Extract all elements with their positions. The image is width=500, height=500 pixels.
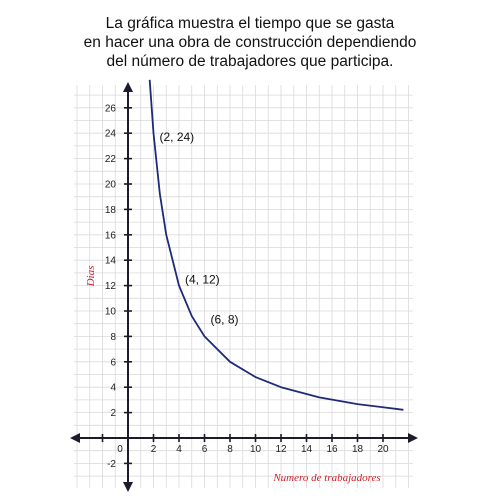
y-axis-arrow-up <box>123 82 133 92</box>
axes <box>70 82 418 492</box>
x-tick-label: 6 <box>202 444 208 455</box>
y-axis-label: Dias <box>85 266 97 288</box>
x-tick-label: 20 <box>377 444 389 455</box>
y-tick-label: 6 <box>110 357 116 368</box>
x-axis-label: Numero de trabajadores <box>272 472 380 484</box>
x-axis-arrow-left <box>70 433 80 443</box>
y-tick-label: -2 <box>107 459 116 470</box>
y-tick-label: 16 <box>105 230 117 241</box>
title-line-3: del número de trabajadores que participa… <box>106 53 394 70</box>
x-tick-label: 8 <box>227 444 233 455</box>
x-tick-label: 18 <box>352 444 364 455</box>
y-tick-label: 24 <box>105 129 117 140</box>
y-tick-label: 26 <box>105 103 117 114</box>
labels: (2, 24) (4, 12) (6, 8) Dias Numero de trabaj… <box>85 130 381 484</box>
y-tick-label: 10 <box>105 307 117 318</box>
y-tick-label: 4 <box>110 383 116 394</box>
x-tick-label: 12 <box>275 444 287 455</box>
point-annotation: (2, 24) <box>160 130 195 144</box>
x-tick-label: 14 <box>301 444 313 455</box>
y-tick-label: 18 <box>105 205 117 216</box>
y-tick-label: 12 <box>105 281 117 292</box>
x-tick-label: 0 <box>117 444 123 455</box>
x-tick-label: 4 <box>176 444 182 455</box>
point-annotation: (6, 8) <box>211 312 239 326</box>
y-tick-label: 22 <box>105 154 117 165</box>
point-annotation: (4, 12) <box>185 273 220 287</box>
y-tick-label: 2 <box>110 408 116 419</box>
x-tick-label: 16 <box>326 444 338 455</box>
ticks: 0 2 4 6 8 10 12 14 16 18 20-2246810121416182022242… <box>101 103 389 470</box>
y-tick-label: 20 <box>105 180 117 191</box>
x-tick-label: 2 <box>151 444 157 455</box>
curve-line <box>148 79 404 411</box>
grid <box>74 85 413 488</box>
x-tick-label: 10 <box>250 444 262 455</box>
title-line-1: La gráfica muestra el tiempo que se gast… <box>105 15 395 32</box>
y-tick-label: 14 <box>105 256 117 267</box>
chart-title: La gráfica muestra el tiempo que se gast… <box>0 14 500 71</box>
y-tick-label: 8 <box>110 332 116 343</box>
plot-area <box>148 79 404 411</box>
x-axis-arrow-right <box>408 433 418 443</box>
title-line-2: en hacer una obra de construcción depend… <box>83 34 417 51</box>
y-axis-arrow-down <box>123 482 133 492</box>
